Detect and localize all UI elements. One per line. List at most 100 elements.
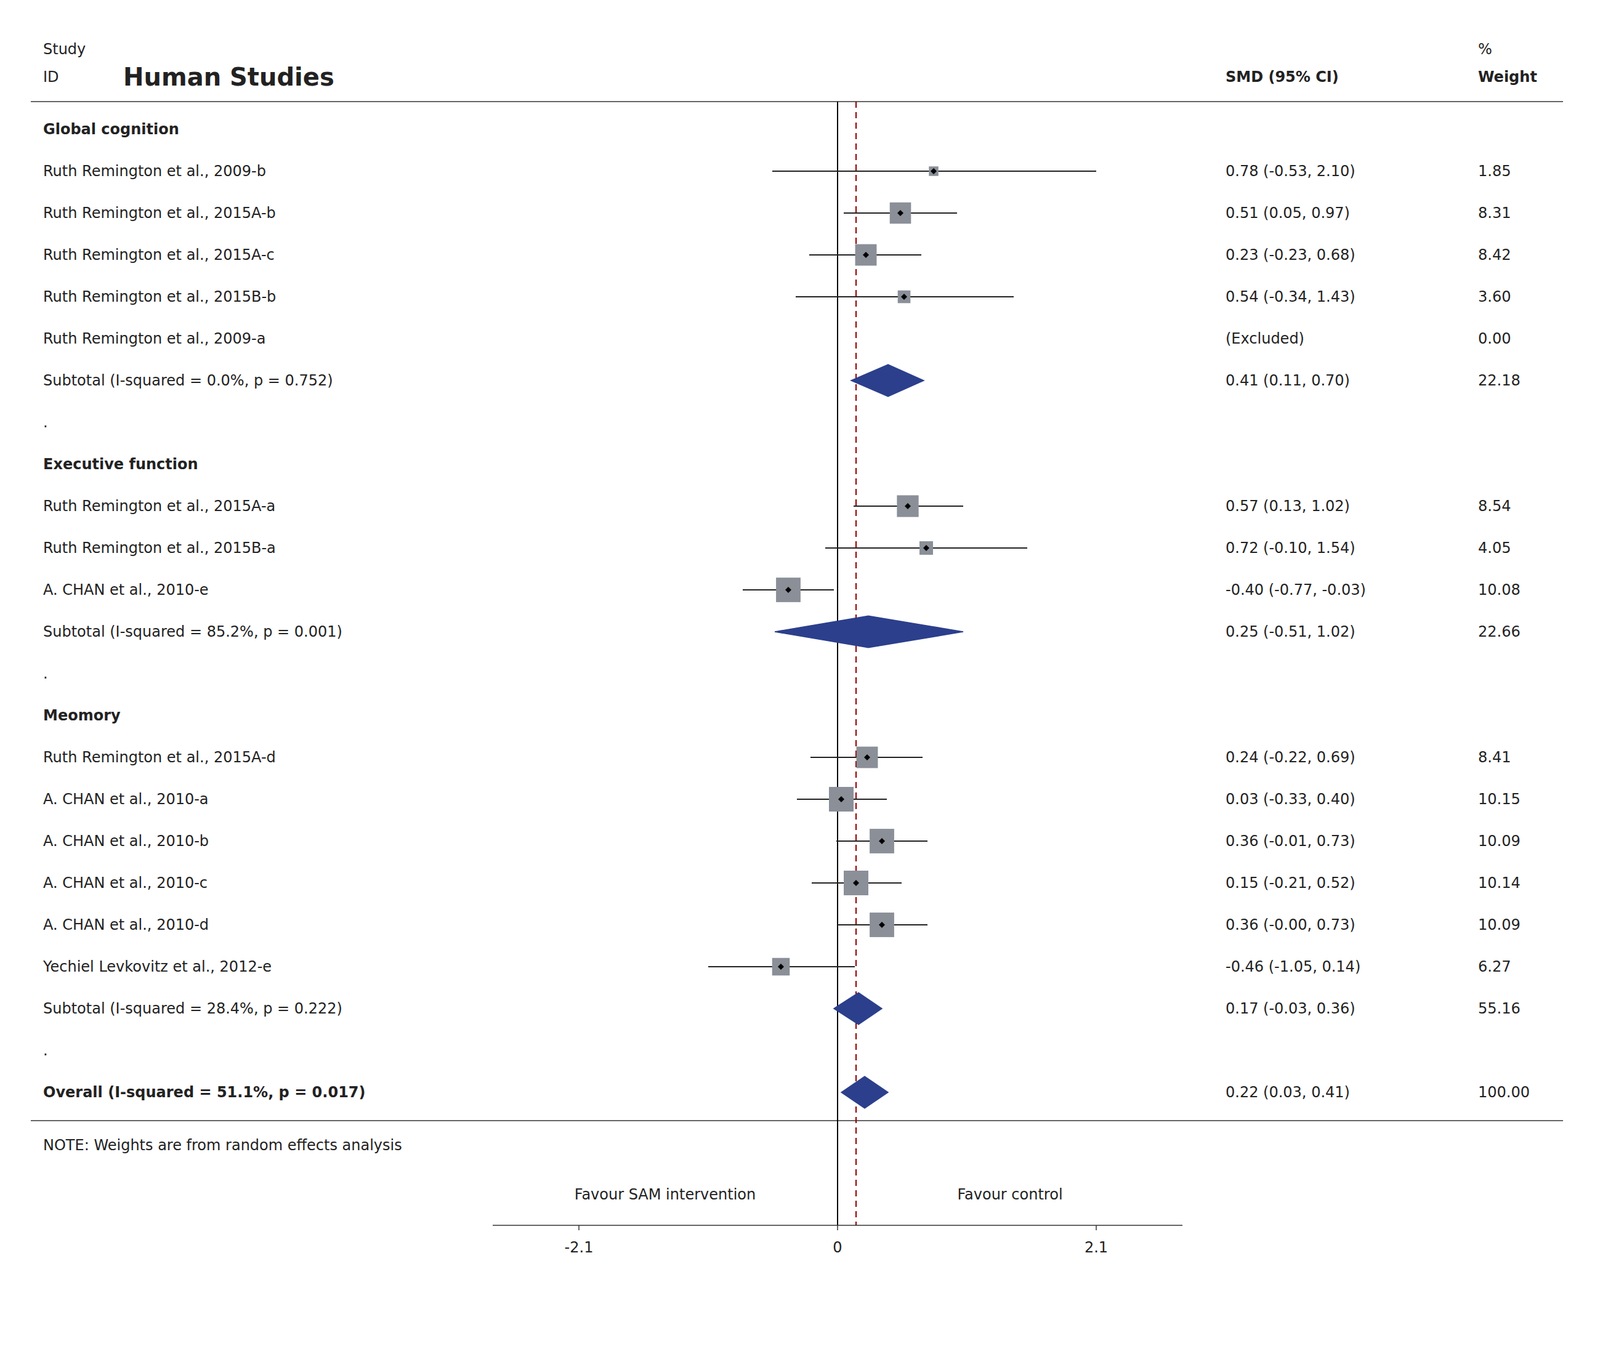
weight-box xyxy=(775,577,801,603)
row-label: A. CHAN et al., 2010-b xyxy=(43,832,209,850)
weight-box xyxy=(856,747,879,769)
reference-line xyxy=(855,101,857,1226)
row-label: Yechiel Levkovitz et al., 2012-e xyxy=(42,958,272,976)
point-estimate xyxy=(897,210,904,217)
column-header: SMD (95% CI) xyxy=(1225,68,1339,86)
column-header: % xyxy=(1478,40,1493,58)
row-label: Ruth Remington et al., 2015A-c xyxy=(43,246,275,264)
tick-mark xyxy=(1095,1225,1097,1231)
weight-label: 8.41 xyxy=(1478,748,1511,767)
title: Human Studies xyxy=(123,62,335,92)
background xyxy=(0,0,1600,1346)
column-header: Weight xyxy=(1478,68,1538,86)
weight-box xyxy=(772,958,791,977)
tick-label: 0 xyxy=(832,1239,842,1257)
row-label: A. CHAN et al., 2010-a xyxy=(43,790,209,809)
estimate-label: 0.54 (-0.34, 1.43) xyxy=(1225,288,1356,306)
subtotal-diamond xyxy=(774,615,964,648)
estimate-label: 0.23 (-0.23, 0.68) xyxy=(1225,246,1356,264)
row-label: Overall (I-squared = 51.1%, p = 0.017) xyxy=(43,1083,366,1102)
weight-box xyxy=(869,912,895,938)
blank-label: . xyxy=(43,413,49,432)
estimate-label: -0.40 (-0.77, -0.03) xyxy=(1225,581,1366,599)
weight-label: 8.54 xyxy=(1478,497,1511,515)
blank-label: . xyxy=(43,1042,49,1060)
weight-box xyxy=(928,166,938,176)
blank-label: . xyxy=(43,665,49,683)
row-label: Subtotal (I-squared = 85.2%, p = 0.001) xyxy=(43,623,343,641)
tick-label: 2.1 xyxy=(1084,1239,1108,1257)
row-label: Subtotal (I-squared = 28.4%, p = 0.222) xyxy=(43,1000,343,1018)
estimate-label: -0.46 (-1.05, 0.14) xyxy=(1225,958,1361,976)
weight-label: 10.09 xyxy=(1478,832,1521,850)
weight-label: 0.00 xyxy=(1478,330,1511,348)
point-estimate xyxy=(862,251,869,259)
estimate-label: 0.51 (0.05, 0.97) xyxy=(1225,204,1350,222)
row-label: Ruth Remington et al., 2015B-b xyxy=(43,288,276,306)
weight-label: 4.05 xyxy=(1478,539,1511,557)
estimate-label: 0.15 (-0.21, 0.52) xyxy=(1225,874,1356,892)
weight-label: 1.85 xyxy=(1478,162,1511,180)
plot-area xyxy=(708,101,1097,1226)
subheader-label: Meomory xyxy=(43,707,121,725)
weight-label: 10.14 xyxy=(1478,874,1521,892)
separator xyxy=(30,101,1564,103)
point-estimate xyxy=(923,545,930,552)
point-estimate xyxy=(785,586,792,594)
note: NOTE: Weights are from random effects an… xyxy=(43,1136,403,1155)
estimate-label: 0.17 (-0.03, 0.36) xyxy=(1225,1000,1356,1018)
row-label: Ruth Remington et al., 2015A-a xyxy=(43,497,276,515)
row-label: A. CHAN et al., 2010-c xyxy=(43,874,208,892)
weight-box xyxy=(896,495,919,517)
overall-diamond xyxy=(841,1076,889,1109)
point-estimate xyxy=(904,503,911,510)
estimate-label: 0.72 (-0.10, 1.54) xyxy=(1225,539,1356,557)
estimate-label: 0.22 (0.03, 0.41) xyxy=(1225,1083,1350,1102)
separator xyxy=(30,1120,1564,1122)
estimate-label: 0.36 (-0.00, 0.73) xyxy=(1225,916,1356,934)
row-label: Ruth Remington et al., 2015B-a xyxy=(43,539,276,557)
point-estimate xyxy=(901,293,908,300)
point-estimate xyxy=(777,963,784,970)
weight-label: 10.08 xyxy=(1478,581,1521,599)
weight-label: 6.27 xyxy=(1478,958,1511,976)
estimate-label: 0.25 (-0.51, 1.02) xyxy=(1225,623,1356,641)
row-label: Ruth Remington et al., 2009-b xyxy=(43,162,267,180)
estimate-label: 0.03 (-0.33, 0.40) xyxy=(1225,790,1356,809)
point-estimate xyxy=(930,168,937,175)
weight-label: 55.16 xyxy=(1478,1000,1521,1018)
tick-mark xyxy=(836,1225,839,1231)
subtotal-diamond xyxy=(833,992,882,1025)
weight-box xyxy=(843,870,869,896)
point-estimate xyxy=(864,754,871,761)
subtotal-diamond xyxy=(851,364,924,397)
estimate-label: 0.36 (-0.01, 0.73) xyxy=(1225,832,1356,850)
weight-label: 22.66 xyxy=(1478,623,1521,641)
x-label: Favour control xyxy=(957,1186,1063,1204)
row-label: Ruth Remington et al., 2009-a xyxy=(43,330,266,348)
estimate-label: 0.41 (0.11, 0.70) xyxy=(1225,371,1350,390)
row-label: Ruth Remington et al., 2015A-d xyxy=(43,748,276,767)
weight-box xyxy=(897,290,911,304)
point-estimate xyxy=(878,921,885,929)
weight-box xyxy=(855,244,877,267)
point-estimate xyxy=(878,838,885,845)
weight-label: 3.60 xyxy=(1478,288,1511,306)
x-label: Favour SAM intervention xyxy=(574,1186,756,1204)
estimate-label: (Excluded) xyxy=(1225,330,1305,348)
estimate-label: 0.57 (0.13, 1.02) xyxy=(1225,497,1350,515)
weight-box xyxy=(869,828,895,854)
weight-label: 8.31 xyxy=(1478,204,1511,222)
estimate-label: 0.24 (-0.22, 0.69) xyxy=(1225,748,1356,767)
weight-label: 10.09 xyxy=(1478,916,1521,934)
estimate-label: 0.78 (-0.53, 2.10) xyxy=(1225,162,1356,180)
column-header: Study xyxy=(43,40,86,58)
row-label: Subtotal (I-squared = 0.0%, p = 0.752) xyxy=(43,371,334,390)
weight-box xyxy=(889,202,912,225)
weight-label: 22.18 xyxy=(1478,371,1521,390)
point-estimate xyxy=(852,880,860,887)
weight-box xyxy=(828,787,854,812)
weight-label: 10.15 xyxy=(1478,790,1521,809)
row-texts: Global cognitionRuth Remington et al., 2… xyxy=(42,120,1530,1102)
row-label: A. CHAN et al., 2010-e xyxy=(43,581,209,599)
